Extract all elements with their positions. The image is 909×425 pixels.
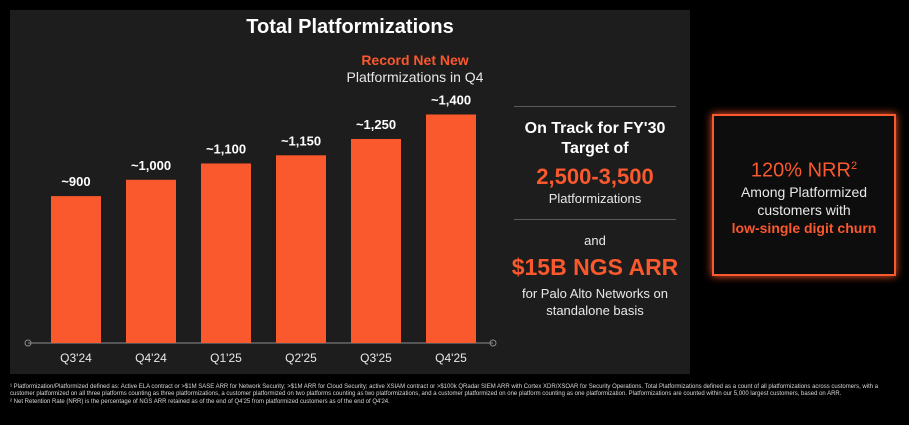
and-text: and — [584, 233, 606, 248]
nrr-title-text: 120% NRR — [750, 159, 851, 182]
chart-title: Total Platformizations — [246, 16, 454, 38]
target-block: On Track for FY'30 Target of 2,500-3,500… — [510, 106, 680, 319]
bars-group: ~900 Q3'24 ~1,000 Q4'24 ~1,100 Q1'25 ~1,150 Q2'… — [24, 92, 497, 365]
target-value: 2,500-3,500 — [536, 164, 654, 189]
divider-bottom — [514, 219, 676, 220]
target-heading: On Track for FY'30 Target of — [524, 120, 666, 157]
x-tick-label-4: Q3'25 — [360, 351, 392, 365]
bar-0 — [51, 196, 101, 343]
bar-2 — [201, 163, 251, 343]
bar-1 — [126, 179, 176, 343]
bar-chart: ~900 Q3'24 ~1,000 Q4'24 ~1,100 Q1'25 ~1,150 Q2'… — [24, 92, 497, 365]
nrr-title: 120% NRR2 — [714, 154, 894, 183]
divider-top — [514, 106, 676, 107]
axis-end-marker — [489, 339, 497, 347]
arr-note: for Palo Alto Networks on standalone bas… — [522, 286, 668, 318]
arr-value: $15B NGS ARR — [511, 254, 679, 280]
data-label-2: ~1,100 — [206, 141, 246, 156]
data-label-0: ~900 — [61, 174, 90, 189]
record-highlight: Record Net New — [361, 52, 469, 68]
bar-5 — [426, 114, 476, 343]
x-tick-label-0: Q3'24 — [60, 351, 92, 365]
bar-3 — [276, 155, 326, 343]
footnote-1: ¹ Platformization/Platformized defined a… — [10, 384, 879, 398]
nrr-callout-box: 120% NRR2 Among Platformized customers w… — [712, 114, 896, 276]
chart-panel: Total Platformizations Record Net New Pl… — [10, 10, 690, 374]
x-tick-label-5: Q4'25 — [435, 351, 467, 365]
nrr-highlight: low-single digit churn — [731, 219, 877, 236]
record-callout: Record Net New Platformizations in Q4 — [340, 52, 490, 86]
record-subtext: Platformizations in Q4 — [346, 69, 484, 85]
data-label-4: ~1,250 — [356, 117, 396, 132]
data-label-1: ~1,000 — [131, 158, 171, 173]
x-tick-label-1: Q4'24 — [135, 351, 167, 365]
data-label-3: ~1,150 — [281, 133, 321, 148]
data-label-5: ~1,400 — [431, 92, 471, 107]
axis-start-marker — [24, 339, 32, 347]
x-tick-label-3: Q2'25 — [285, 351, 317, 365]
footnotes: ¹ Platformization/Platformized defined a… — [10, 384, 902, 406]
x-tick-label-2: Q1'25 — [210, 351, 242, 365]
nrr-footnote-marker: 2 — [850, 160, 858, 172]
nrr-text: Among Platformized customers with — [740, 183, 868, 218]
footnote-2: ² Net Retention Rate (NRR) is the percen… — [10, 398, 390, 405]
target-unit: Platformizations — [548, 191, 642, 206]
bar-4 — [351, 138, 401, 343]
